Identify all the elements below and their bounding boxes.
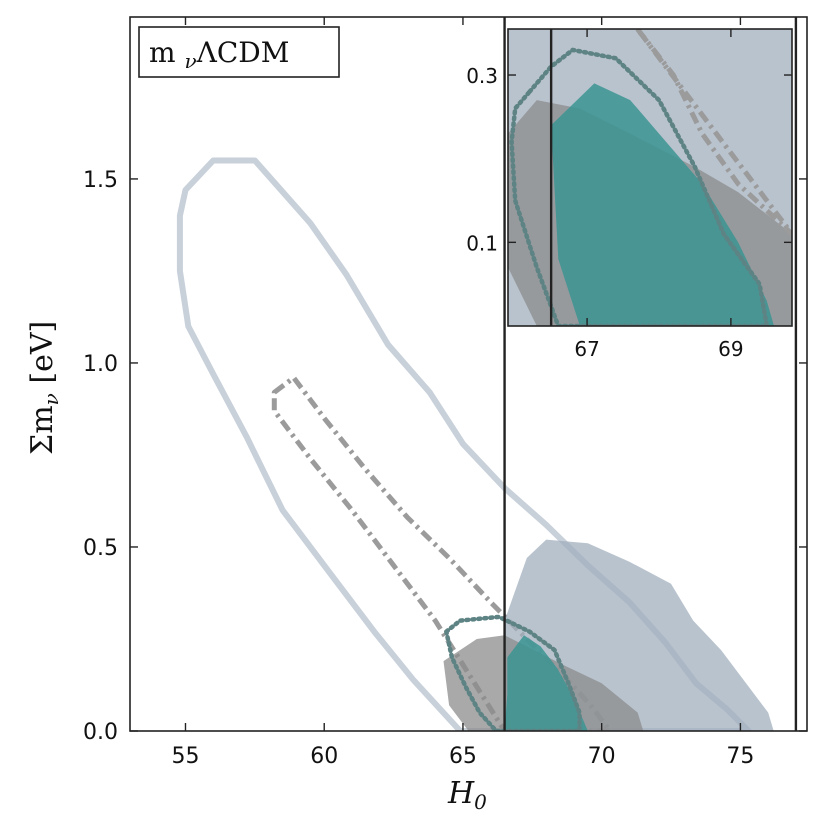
main-plot-frame: [129, 16, 808, 732]
teal-dotted-contour: [444, 614, 582, 731]
x-tick-label: 75: [726, 744, 754, 769]
main-axis-ticks: 55 60 65 70 75 0.0 0.5 1.0 1.5: [83, 17, 807, 769]
inset-axis-ticks: 67 69 0.1 0.3: [466, 29, 792, 361]
x-tick-label: 65: [449, 744, 477, 769]
title-box: m νΛCDM: [138, 26, 340, 78]
inset-plot-series: [508, 29, 792, 326]
y-axis-label: Σmν [eV]: [25, 321, 63, 455]
x-tick-label: 60: [310, 744, 338, 769]
teal-filled-region: [504, 635, 588, 731]
inset-y-tick-label: 0.1: [466, 231, 498, 255]
inset-teal-filled-region: [551, 83, 774, 326]
chart-title: m νΛCDM: [149, 36, 289, 73]
inset-gray-dash-dot-contour: [634, 29, 792, 237]
inset-x-tick-label: 69: [718, 337, 743, 361]
main-vertical-lines: [503, 17, 798, 731]
y-tick-label: 0.0: [83, 720, 118, 745]
title-frame: [138, 26, 340, 78]
inset-frame: [507, 28, 793, 327]
inset-x-tick-label: 67: [574, 337, 599, 361]
main-plot-series: [176, 157, 774, 731]
y-tick-label: 0.5: [83, 536, 118, 561]
inset-teal-dotted-contour: [509, 47, 770, 326]
x-axis-label: H0: [447, 776, 487, 814]
y-tick-label: 1.0: [83, 352, 118, 377]
inset-plot: 67 69 0.1 0.3: [466, 28, 793, 361]
inset-y-tick-label: 0.3: [466, 64, 498, 88]
x-tick-label: 55: [171, 744, 199, 769]
y-tick-label: 1.5: [83, 168, 118, 193]
x-tick-label: 70: [588, 744, 616, 769]
